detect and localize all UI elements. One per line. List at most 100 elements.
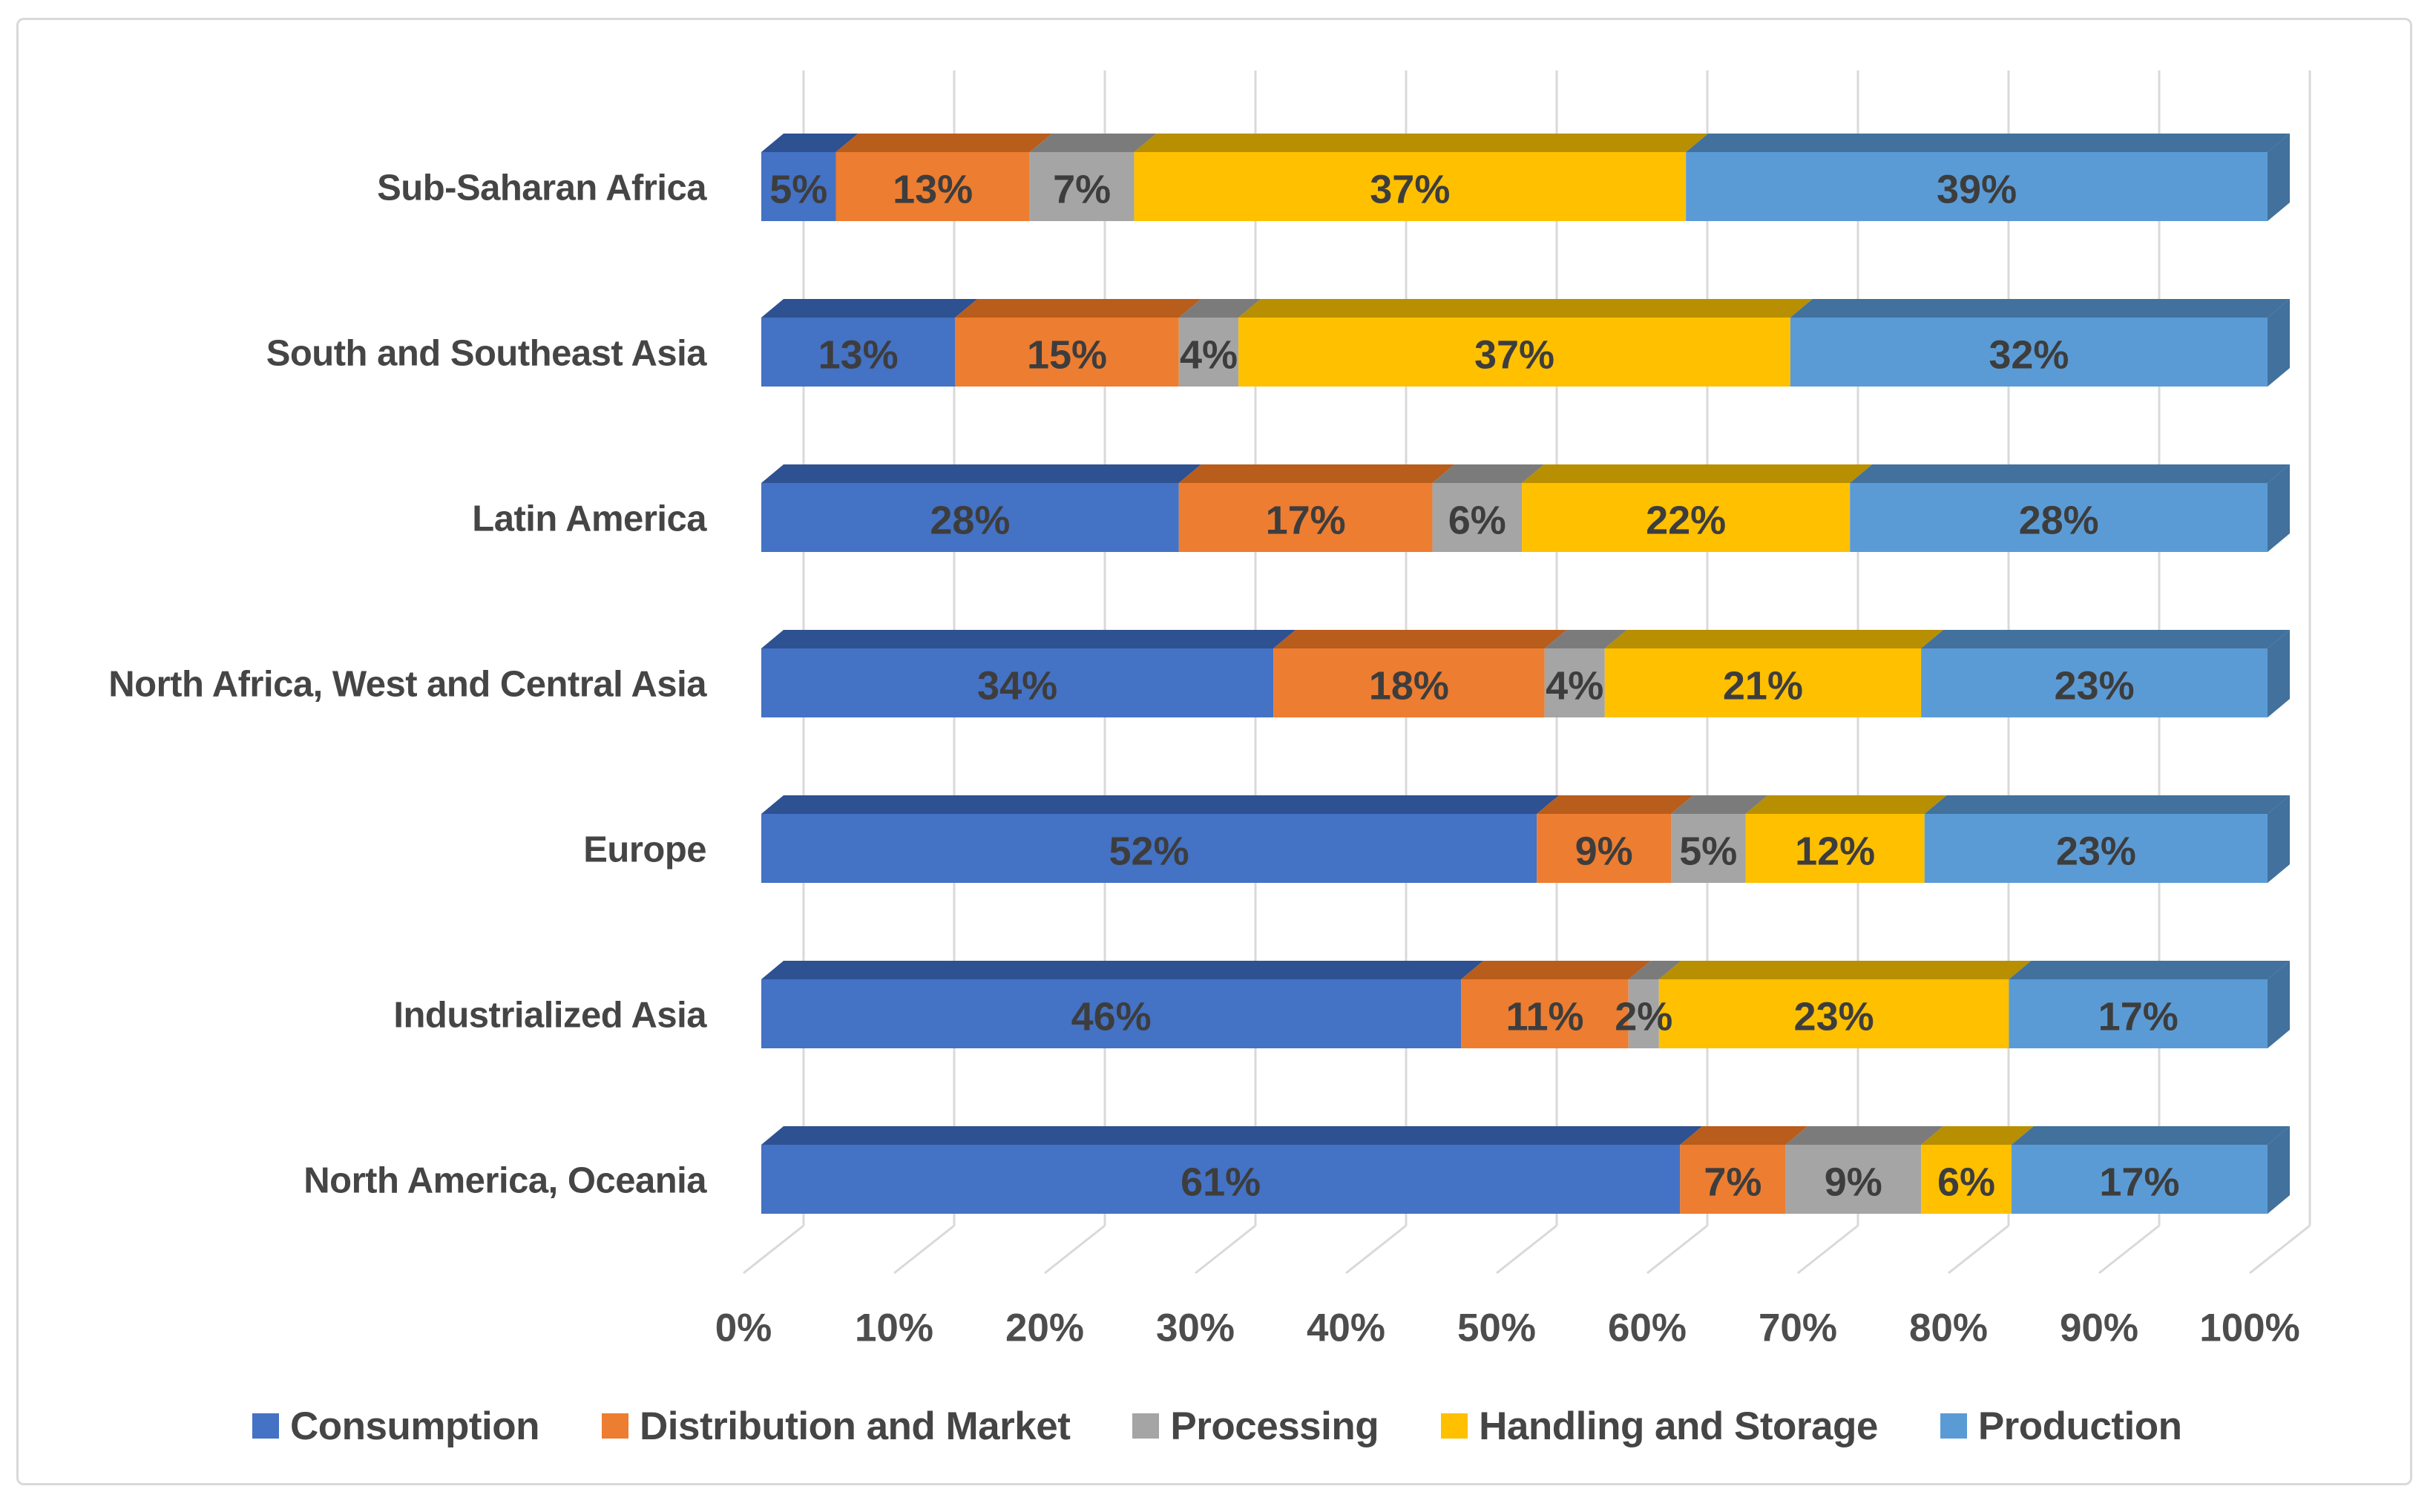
legend-item: Processing (1132, 1404, 1379, 1449)
bar-top-face (1686, 134, 2290, 152)
gridline-foot (743, 1224, 804, 1275)
data-label: 23% (2056, 829, 2136, 874)
bar-top-face (1178, 299, 1261, 318)
bar-top-face (1745, 795, 1947, 814)
bar-segment (1790, 318, 2268, 387)
category-label: Europe (583, 830, 706, 870)
data-label: 28% (930, 499, 1010, 543)
category-label: North America, Oceania (303, 1161, 707, 1201)
bar-top-face (1785, 1126, 1944, 1145)
data-label: 46% (1071, 995, 1152, 1039)
bar-segment (1432, 483, 1523, 552)
axis-tick-label: 40% (1307, 1306, 1385, 1350)
data-label: 18% (1369, 664, 1449, 709)
data-label: 23% (1794, 995, 1874, 1039)
data-label: 39% (1937, 168, 2017, 212)
bar-row: 5% 13% 7% 37% 39% (761, 134, 2290, 221)
x-axis: 0% 10% 20% 30% 40% 50% 60% 70% 80% 90% 100% (715, 1306, 2300, 1350)
data-label: 32% (1989, 333, 2069, 378)
data-label: 5% (1679, 829, 1737, 874)
bar-end-cap (2268, 464, 2290, 552)
gridline-foot (1646, 1224, 1708, 1275)
data-label: 34% (977, 664, 1057, 709)
legend-swatch-icon (1441, 1413, 1468, 1439)
axis-tick-label: 70% (1759, 1306, 1837, 1350)
bar-segment (1522, 483, 1851, 552)
bar-top-face (1604, 630, 1944, 648)
bar-top-face (761, 795, 1560, 814)
bar-top-face (1680, 1126, 1808, 1145)
legend-item: Distribution and Market (602, 1404, 1071, 1449)
data-label: 22% (1646, 499, 1726, 543)
bar-top-face (761, 961, 1484, 979)
data-label: 5% (769, 168, 827, 212)
bar-end-cap (2268, 961, 2290, 1048)
legend-label: Distribution and Market (640, 1404, 1071, 1448)
bar-top-face (1658, 961, 2032, 979)
bar-segment (1029, 152, 1135, 221)
bar-segment (761, 1145, 1681, 1214)
bar-segment (761, 483, 1179, 552)
bar-segment (1921, 1145, 2012, 1214)
bar-top-face (1850, 464, 2290, 483)
bar-segment (761, 814, 1537, 883)
bar-segment (1745, 814, 1925, 883)
bar-segment (1134, 152, 1687, 221)
data-label: 17% (1266, 499, 1346, 543)
data-label: 37% (1370, 168, 1450, 212)
axis-tick-label: 20% (1005, 1306, 1084, 1350)
data-label: 4% (1546, 664, 1603, 709)
bar-segment (1537, 814, 1672, 883)
bar-top-face (761, 134, 858, 152)
bar-segment (1658, 979, 2009, 1048)
data-label: 61% (1181, 1160, 1261, 1205)
axis-tick-label: 90% (2060, 1306, 2138, 1350)
gridline-foot (1345, 1224, 1407, 1275)
bar-segment (1238, 318, 1790, 387)
bar-top-face (955, 299, 1201, 318)
legend-swatch-icon (252, 1413, 279, 1439)
bar-segment (1178, 483, 1433, 552)
bar-top-face (835, 134, 1052, 152)
axis-tick-label: 80% (1909, 1306, 1988, 1350)
bar-segment (761, 318, 956, 387)
legend-swatch-icon (602, 1413, 628, 1439)
bar-top-face (761, 630, 1296, 648)
bar-top-face (1628, 961, 1681, 979)
data-label: 9% (1575, 829, 1633, 874)
bar-top-face (1432, 464, 1545, 483)
category-label: Sub-Saharan Africa (377, 168, 707, 208)
data-label: 17% (2099, 1160, 2179, 1205)
bar-top-face (1238, 299, 1813, 318)
bar-row: 61% 7% 9% 6% 17% (761, 1126, 2290, 1214)
bar-end-cap (2268, 299, 2290, 387)
data-label: 4% (1180, 333, 1238, 378)
axis-tick-label: 60% (1608, 1306, 1687, 1350)
axis-tick-label: 0% (715, 1306, 772, 1350)
gridline-foot (1948, 1224, 2009, 1275)
bar-segment (1544, 648, 1605, 717)
data-label: 12% (1795, 829, 1875, 874)
data-label: 6% (1937, 1160, 1995, 1205)
bar-top-face (1522, 464, 1873, 483)
data-label: 7% (1704, 1160, 1761, 1205)
bar-segment (1921, 648, 2268, 717)
bar-segment (761, 979, 1462, 1048)
data-label: 28% (2019, 499, 2099, 543)
gridline-foot (893, 1224, 955, 1275)
data-label: 13% (818, 333, 899, 378)
data-label: 52% (1109, 829, 1189, 874)
bar-segment (955, 318, 1179, 387)
data-label: 37% (1474, 333, 1554, 378)
data-label: 11% (1506, 995, 1583, 1039)
data-label: 9% (1825, 1160, 1882, 1205)
bar-top-face (1537, 795, 1694, 814)
bar-segment (1924, 814, 2268, 883)
category-label: Industrialized Asia (393, 996, 707, 1036)
bar-top-face (1273, 630, 1567, 648)
category-label: South and Southeast Asia (266, 334, 708, 374)
bar-segment (761, 648, 1274, 717)
